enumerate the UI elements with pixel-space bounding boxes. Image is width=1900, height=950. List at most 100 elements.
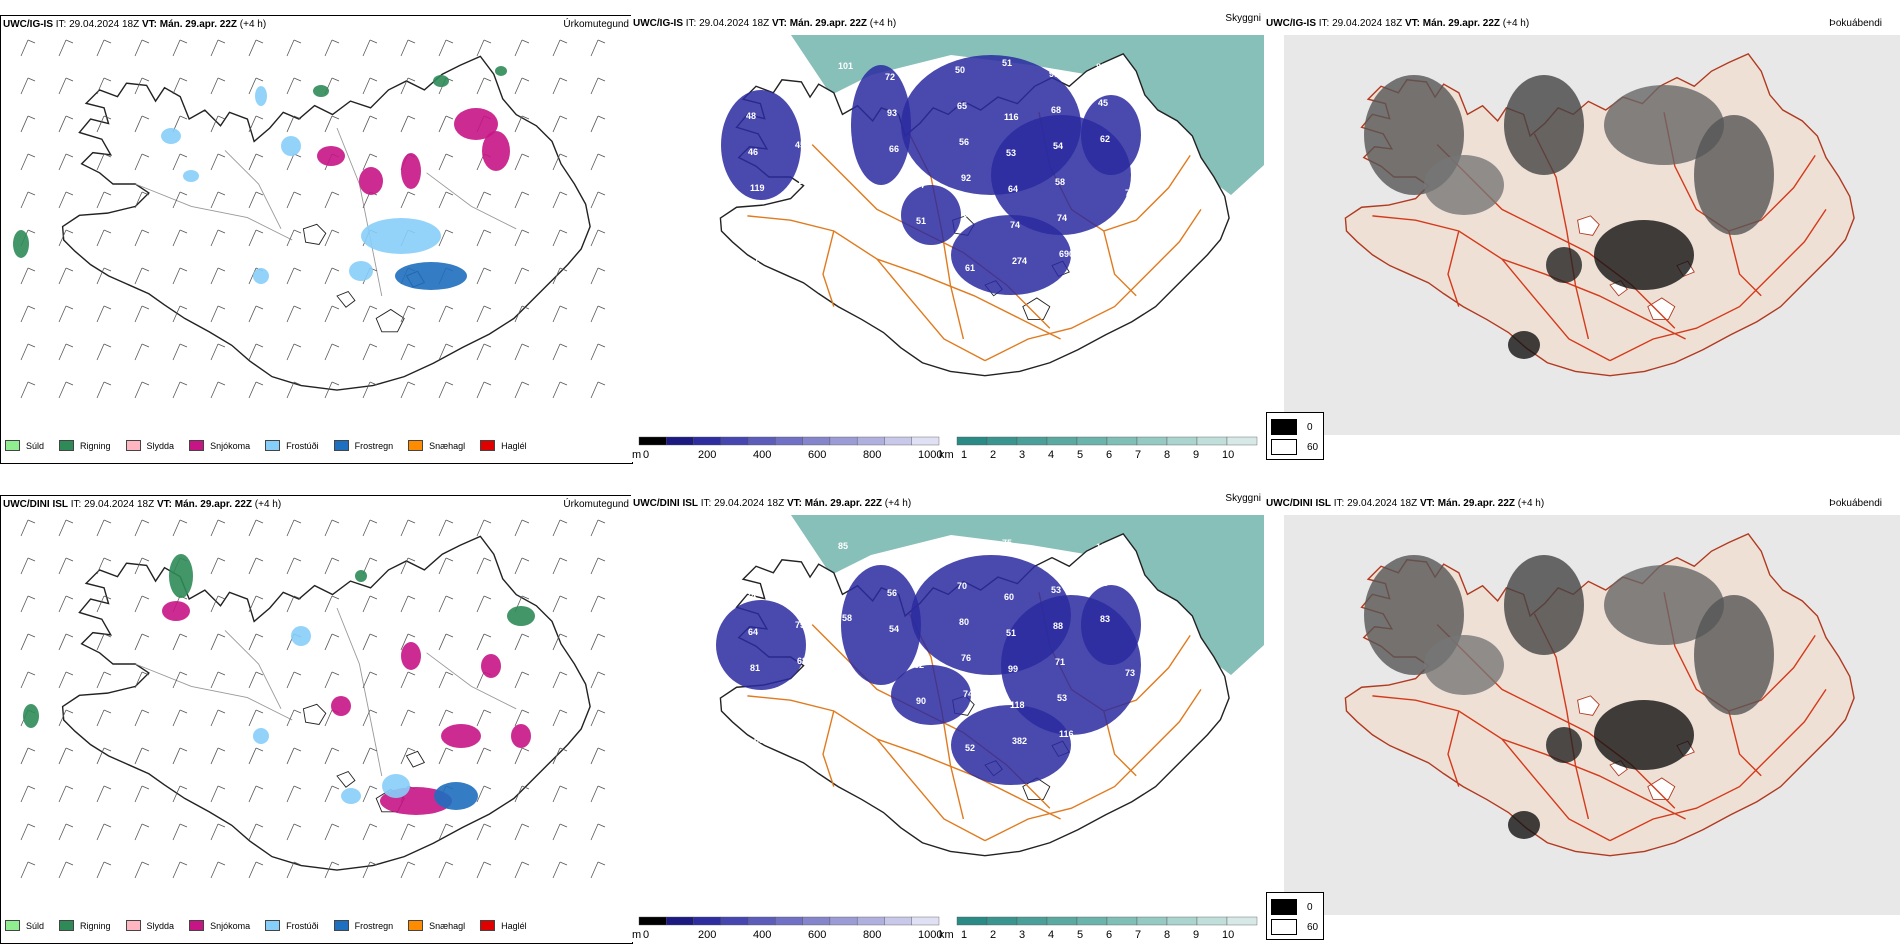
model-name: UWC/IG-IS (3, 19, 53, 30)
legend-label: Rigning (80, 920, 111, 931)
legend-swatch (5, 440, 20, 451)
colorbar-segment (802, 436, 831, 446)
init-time-value: 29.04.2024 18Z (699, 18, 770, 29)
fog-legend-swatch-min (1271, 899, 1297, 915)
cloud-base-label: 54 (889, 624, 899, 634)
precip-legend: Súld Rigning Slydda Snjókoma Frostúði Frostre… (5, 920, 542, 931)
colorbar-segment (666, 916, 694, 926)
colorbar-segment (1046, 916, 1078, 926)
colorbar-segment (638, 436, 667, 446)
cloud-base-label: 77 (1125, 188, 1135, 198)
legend-label: Snjókoma (210, 440, 251, 451)
cloud-base-label: 108 (846, 703, 861, 713)
cloud-base-label: 57 (840, 577, 850, 587)
precip-blob (162, 601, 190, 621)
colorbar-segment (884, 916, 912, 926)
fog-legend-min: 0 (1307, 421, 1313, 433)
precip-blob (161, 128, 181, 144)
cloud-base-label: 71 (1055, 657, 1065, 667)
colorbar-tick: 200 (698, 929, 716, 941)
cloud-base-label: 68 (1051, 105, 1061, 115)
parameter-title: Þokuábendi (1829, 498, 1882, 509)
precip-legend-item: Slydda (125, 920, 174, 931)
precip-legend-item: Frostregn (333, 440, 394, 451)
cloud-base-label: 118 (1010, 700, 1025, 710)
precip-legend-item: Snjókoma (189, 920, 250, 931)
cloud-base-label: 58 (1055, 177, 1065, 187)
lead-time: (+4 h) (1517, 498, 1545, 509)
cloud-base-label: 45 (1098, 98, 1108, 108)
lead-time: (+4 h) (254, 499, 282, 510)
cloud-base-label: 67 (799, 212, 809, 222)
colorbar-segment (775, 436, 803, 446)
colorbar-unit: m (632, 449, 641, 461)
legend-swatch (480, 440, 496, 451)
legend-swatch (333, 920, 349, 931)
valid-time-value: Mán. 29.apr. 22Z (159, 19, 238, 30)
cloud-base-label: 119 (750, 183, 765, 193)
cloud-base-label: 65 (957, 101, 967, 111)
cloud-base-label: 93 (887, 108, 897, 118)
cloud-base-label: 60 (1004, 592, 1014, 602)
precip-legend: Súld Rigning Slydda Snjókoma Frostúði Frostre… (5, 440, 542, 451)
colorbar-segment (856, 916, 885, 926)
cloud-base-label: 53 (1006, 148, 1016, 158)
cloud-base-label: 90 (916, 696, 926, 706)
colorbar-tick: 6 (1106, 929, 1112, 941)
precip-blob (169, 554, 193, 598)
cloud-base-label: 78 (1098, 578, 1108, 588)
cloud-base-label: 46 (1049, 549, 1059, 559)
init-time-label: IT: (685, 18, 697, 29)
cloud-base-label: 67 (791, 548, 801, 558)
cloud-base-label: 80 (959, 617, 969, 627)
cloud-base-label: 274 (1012, 256, 1027, 266)
cloud-base-label: 60 (848, 259, 858, 269)
cloud-base-label: 62 (844, 667, 854, 677)
cloud-base-label: 62 (914, 660, 924, 670)
colorbar-tick: 0 (643, 449, 649, 461)
precip-blob (291, 626, 311, 646)
cloud-base-label: 70 (957, 581, 967, 591)
legend-swatch (408, 440, 424, 451)
precip-blob (433, 75, 449, 87)
precip-blob (401, 153, 421, 189)
cloud-base-label: 99 (1008, 664, 1018, 674)
cloud-base-label: 51 (793, 584, 803, 594)
colorbar-segment (720, 916, 749, 926)
cloud-base-label: 58 (842, 613, 852, 623)
cloud-base-label: 73 (1125, 668, 1135, 678)
precip-blob (183, 170, 199, 182)
precip-blob (341, 788, 361, 804)
init-time-label: IT: (1333, 498, 1345, 509)
precip-blob (434, 782, 478, 810)
fog-indicator-panel-row2: UWC/DINI ISL IT: 29.04.2024 18Z VT: Mán.… (1264, 495, 1900, 942)
precip-blob (359, 167, 383, 195)
lead-time: (+4 h) (1502, 18, 1530, 29)
lead-time: (+4 h) (869, 18, 897, 29)
colorbar-segment (747, 916, 776, 926)
colorbar-unit: m (632, 929, 641, 941)
legend-label: Snjókoma (210, 920, 251, 931)
cloud-base-label: 20 (803, 302, 813, 312)
legend-label: Frostregn (354, 440, 394, 451)
cloud-base-label: 63 (844, 187, 854, 197)
cloud-base-label: 116 (1004, 112, 1019, 122)
cloud-base-label: 53 (1057, 693, 1067, 703)
parameter-title: Úrkomutegund (563, 19, 629, 30)
colorbar-tick: 5 (1077, 929, 1083, 941)
legend-swatch (59, 440, 75, 451)
cloud-base-label: 74 (746, 591, 756, 601)
colorbar-segment (802, 916, 831, 926)
cloud-base-label: 93 (1127, 704, 1137, 714)
colorbar-segment (1016, 916, 1048, 926)
legend-swatch (480, 920, 496, 931)
colorbar-segment (638, 916, 667, 926)
precip-legend-item: Frostúði (265, 440, 319, 451)
parameter-title: Þokuábendi (1829, 18, 1882, 29)
precip-blob (482, 131, 510, 171)
precip-blob (401, 642, 421, 670)
colorbar-segment (1136, 436, 1168, 446)
cloud-base-label: 75 (795, 620, 805, 630)
precip-type-map (20, 519, 606, 879)
colorbar-segment (1076, 436, 1108, 446)
